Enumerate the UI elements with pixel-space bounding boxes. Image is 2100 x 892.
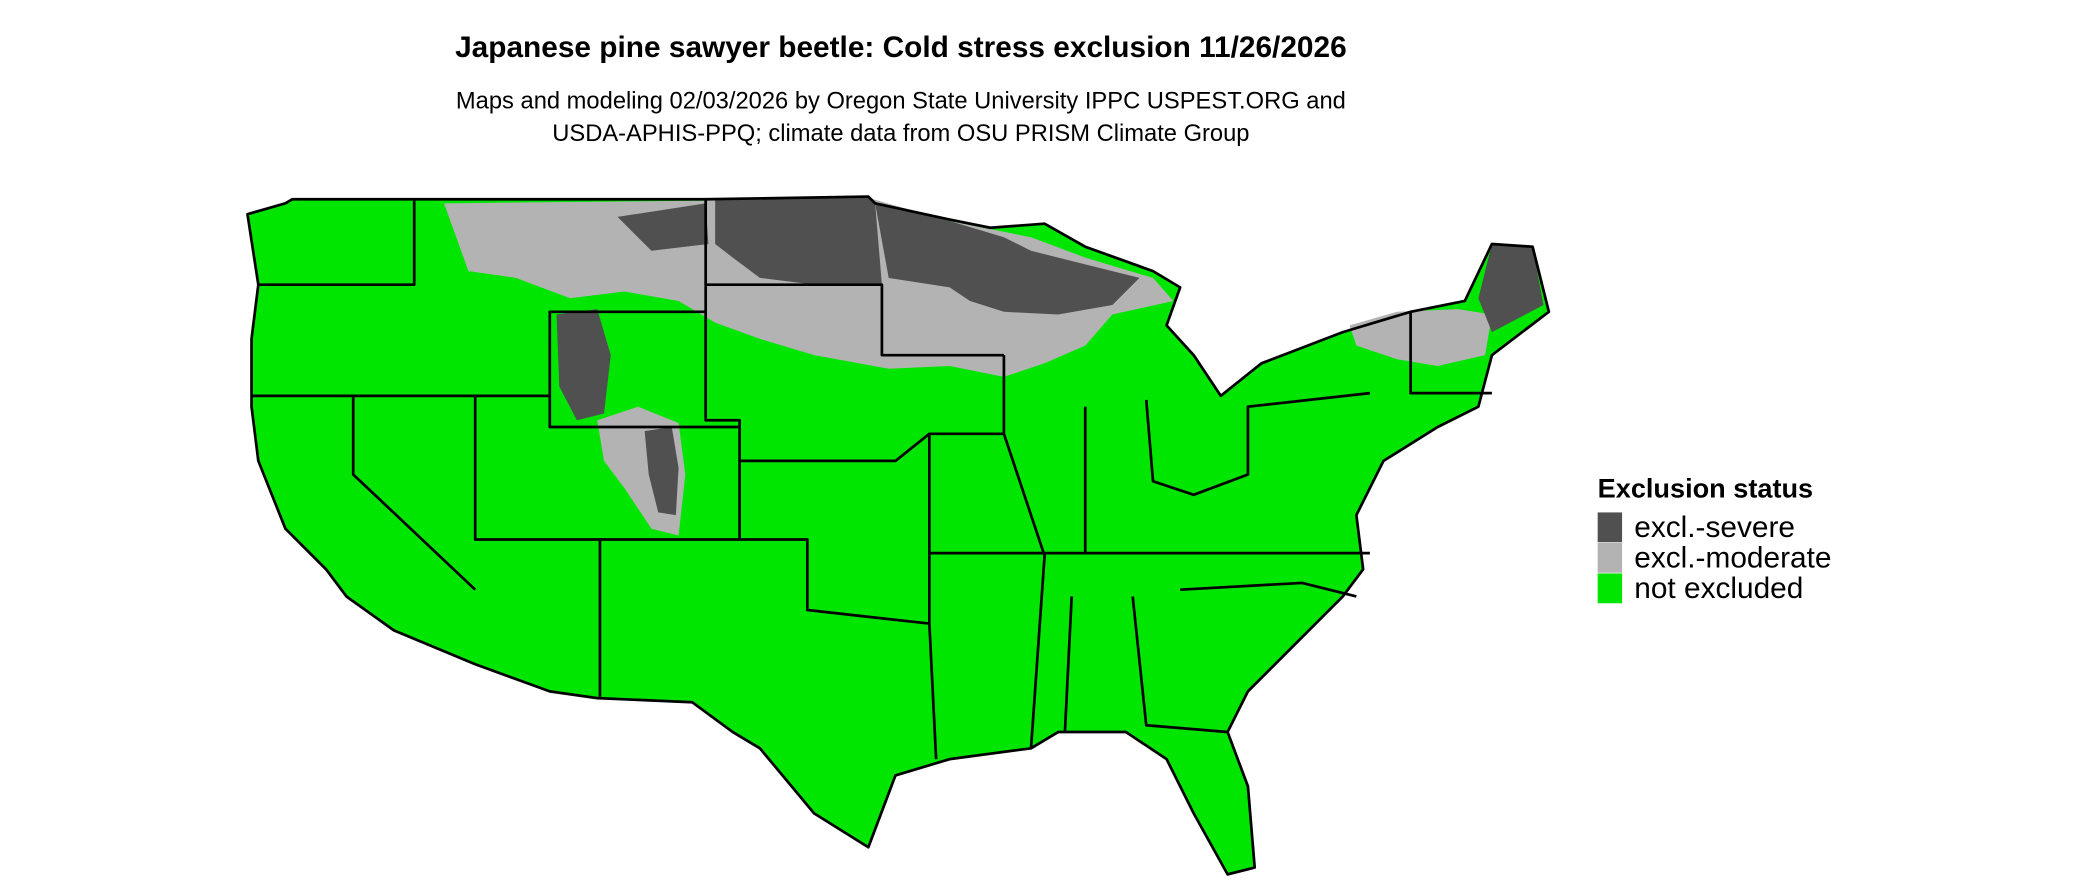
region-severe: [1478, 244, 1544, 333]
region-moderate: [1349, 309, 1492, 367]
region-severe: [556, 309, 611, 421]
legend-label: not excluded: [1634, 572, 1803, 605]
region-severe: [875, 203, 1140, 315]
subtitle-line: Maps and modeling 02/03/2026 by Oregon S…: [456, 88, 1346, 114]
legend-label: excl.-severe: [1634, 511, 1795, 544]
legend-title: Exclusion status: [1598, 473, 1813, 504]
state-borders: [251, 199, 1492, 760]
map-title: Japanese pine sawyer beetle: Cold stress…: [455, 31, 1347, 64]
legend-label: excl.-moderate: [1634, 541, 1831, 574]
region-severe: [715, 196, 882, 285]
us-map: [246, 195, 1551, 876]
legend: Exclusion status excl.-severeexcl.-moder…: [1597, 473, 1831, 605]
us-outline: [246, 195, 1551, 876]
region-severe: [617, 203, 709, 251]
region-severe: [644, 427, 679, 516]
subtitle-line: USDA-APHIS-PPQ; climate data from OSU PR…: [552, 121, 1249, 147]
legend-swatch: [1597, 542, 1623, 573]
legend-swatch: [1597, 512, 1623, 543]
legend-swatch: [1597, 573, 1623, 604]
